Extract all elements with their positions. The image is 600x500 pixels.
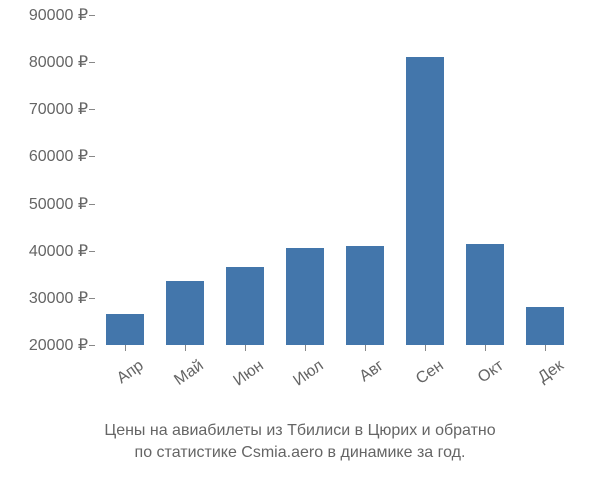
y-tick-label: 40000 ₽ [29, 241, 88, 261]
y-tick-mark [89, 204, 95, 205]
x-tick-mark [485, 345, 486, 351]
y-tick-label: 60000 ₽ [29, 146, 88, 166]
y-tick-mark [89, 298, 95, 299]
plot-area [95, 15, 575, 345]
bar [286, 248, 323, 345]
x-tick-mark [365, 345, 366, 351]
x-tick-mark [125, 345, 126, 351]
x-tick-mark [545, 345, 546, 351]
bar [406, 57, 443, 345]
x-tick-label: Сен [404, 357, 447, 395]
x-tick-label: Дек [524, 357, 567, 395]
y-tick-label: 50000 ₽ [29, 194, 88, 214]
bar [106, 314, 143, 345]
x-tick-label: Июн [224, 357, 267, 395]
bar [166, 281, 203, 345]
caption-line-2: по статистике Csmia.aero в динамике за г… [135, 444, 466, 461]
y-tick-mark [89, 345, 95, 346]
x-tick-mark [425, 345, 426, 351]
bar [226, 267, 263, 345]
bar [466, 244, 503, 345]
x-tick-label: Авг [344, 357, 387, 395]
y-tick-mark [89, 15, 95, 16]
y-tick-mark [89, 109, 95, 110]
x-tick-label: Июл [284, 357, 327, 395]
x-tick-mark [245, 345, 246, 351]
chart-caption: Цены на авиабилеты из Тбилиси в Цюрих и … [0, 420, 600, 463]
y-tick-label: 30000 ₽ [29, 288, 88, 308]
y-tick-mark [89, 251, 95, 252]
x-tick-label: Окт [464, 357, 507, 395]
bar [526, 307, 563, 345]
y-tick-label: 90000 ₽ [29, 5, 88, 25]
x-tick-mark [305, 345, 306, 351]
x-tick-label: Май [164, 357, 207, 395]
caption-line-1: Цены на авиабилеты из Тбилиси в Цюрих и … [104, 422, 495, 439]
y-tick-label: 70000 ₽ [29, 99, 88, 119]
y-tick-label: 80000 ₽ [29, 52, 88, 72]
y-tick-mark [89, 156, 95, 157]
bar [346, 246, 383, 345]
x-tick-mark [185, 345, 186, 351]
y-tick-label: 20000 ₽ [29, 335, 88, 355]
y-tick-mark [89, 62, 95, 63]
x-tick-label: Апр [104, 357, 147, 395]
bars-group [95, 15, 575, 345]
price-chart: Цены на авиабилеты из Тбилиси в Цюрих и … [0, 0, 600, 500]
